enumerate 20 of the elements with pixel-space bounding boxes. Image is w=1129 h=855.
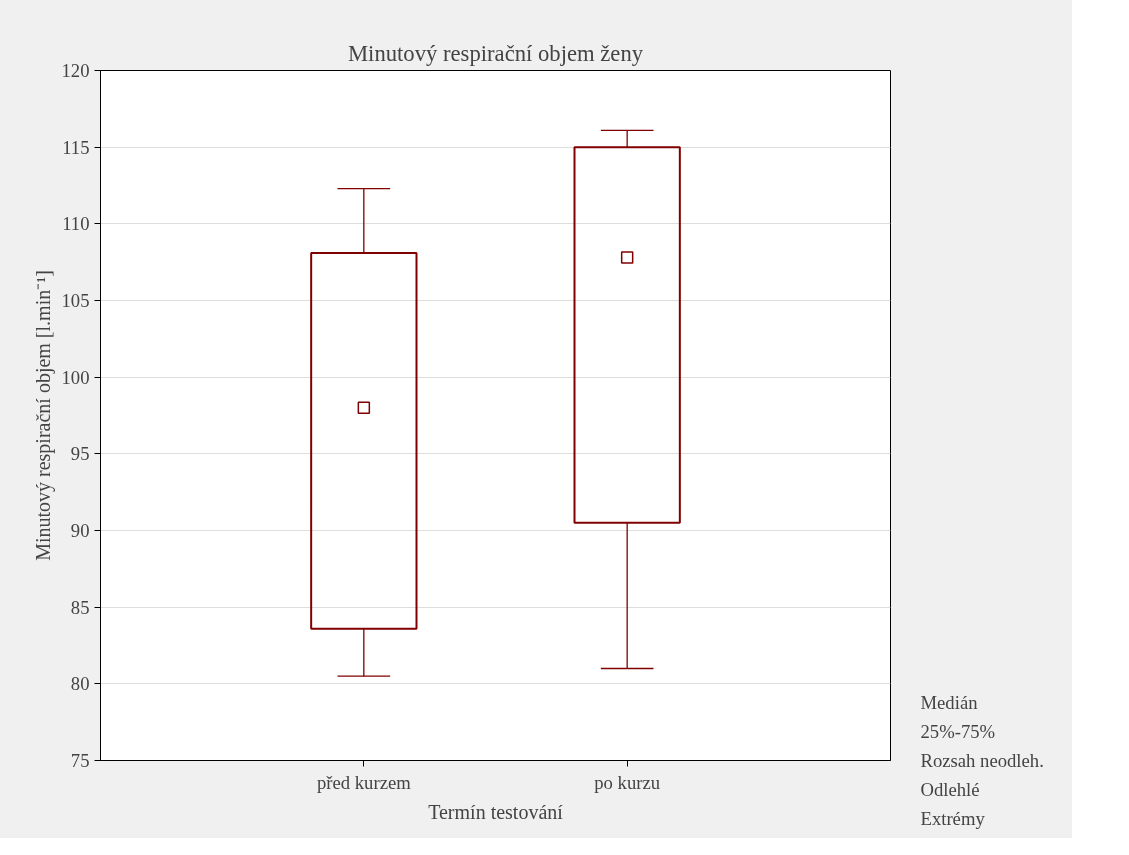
x-tick-label: po kurzu bbox=[594, 771, 661, 793]
text: Rozsah neodleh. bbox=[920, 750, 1044, 771]
y-tick-label: 90 bbox=[70, 520, 90, 541]
y-tick-label: 80 bbox=[70, 673, 90, 695]
text: Extrémy bbox=[920, 808, 986, 829]
x-tick-label: před kurzem bbox=[316, 771, 412, 793]
text: Odlehlé bbox=[920, 779, 980, 800]
x-axis-title: Termín testování bbox=[428, 800, 564, 823]
y-tick-label: 100 bbox=[61, 366, 90, 388]
y-tick-label: 115 bbox=[62, 136, 90, 158]
y-tick-label: 75 bbox=[70, 750, 90, 771]
chart-title: Minutový respirační objem ženy bbox=[347, 40, 644, 66]
y-tick-label: 110 bbox=[62, 213, 90, 235]
y-tick-label: 105 bbox=[61, 290, 90, 311]
y-tick-label: 95 bbox=[70, 443, 90, 465]
text: Medián bbox=[920, 692, 979, 713]
y-axis-title: Minutový respirační objem [l.min⁻¹] bbox=[31, 270, 55, 561]
y-tick-label: 120 bbox=[61, 60, 90, 81]
y-tick-label: 85 bbox=[70, 596, 90, 618]
text: 25%-75% bbox=[920, 721, 996, 742]
